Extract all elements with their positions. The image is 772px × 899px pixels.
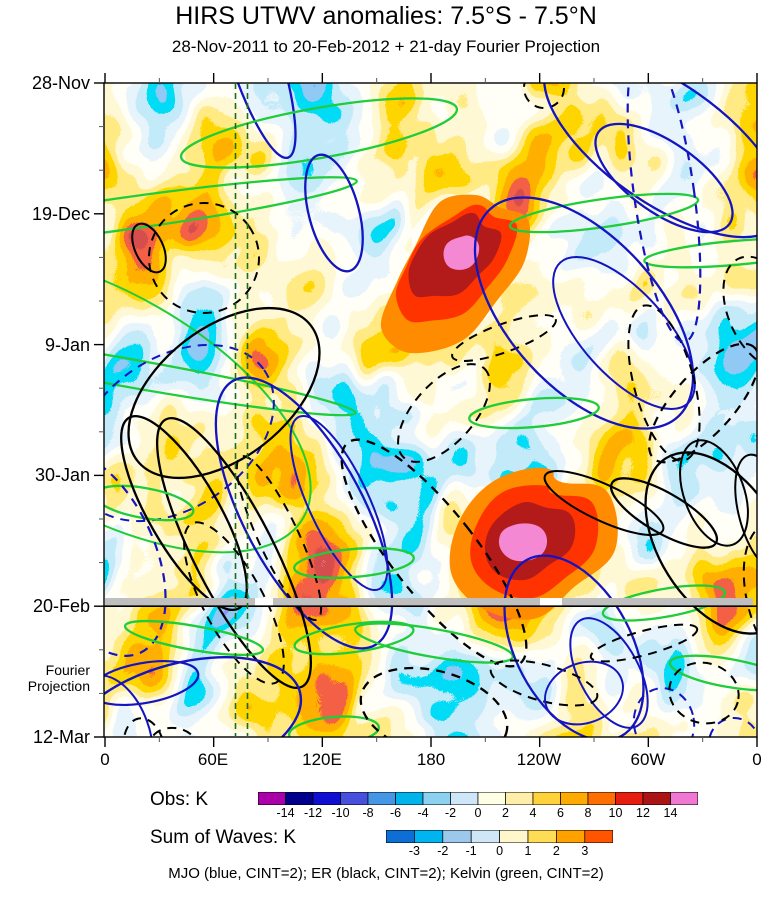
svg-text:14: 14 bbox=[664, 806, 678, 820]
svg-text:-6: -6 bbox=[390, 806, 401, 820]
svg-text:4: 4 bbox=[530, 806, 537, 820]
svg-text:3: 3 bbox=[581, 844, 588, 858]
svg-text:6: 6 bbox=[557, 806, 564, 820]
svg-text:-8: -8 bbox=[362, 806, 373, 820]
svg-text:0: 0 bbox=[475, 806, 482, 820]
svg-text:1: 1 bbox=[525, 844, 532, 858]
svg-text:2: 2 bbox=[553, 844, 560, 858]
svg-text:-2: -2 bbox=[445, 806, 456, 820]
svg-text:10: 10 bbox=[609, 806, 623, 820]
svg-text:-2: -2 bbox=[437, 844, 448, 858]
svg-text:2: 2 bbox=[502, 806, 509, 820]
svg-text:-4: -4 bbox=[417, 806, 428, 820]
svg-text:-12: -12 bbox=[304, 806, 322, 820]
svg-text:-3: -3 bbox=[409, 844, 420, 858]
svg-text:0: 0 bbox=[496, 844, 503, 858]
svg-text:-1: -1 bbox=[466, 844, 477, 858]
svg-text:-14: -14 bbox=[276, 806, 294, 820]
svg-text:8: 8 bbox=[585, 806, 592, 820]
svg-text:12: 12 bbox=[636, 806, 650, 820]
svg-text:-10: -10 bbox=[331, 806, 349, 820]
